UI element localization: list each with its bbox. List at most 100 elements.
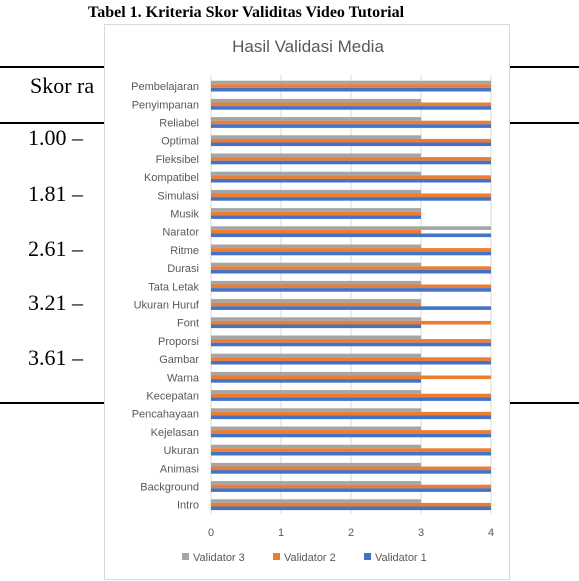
bar — [211, 226, 491, 230]
bar — [211, 462, 421, 467]
bar — [211, 80, 491, 85]
bar — [211, 142, 491, 147]
bar — [211, 397, 491, 401]
bar — [211, 211, 421, 216]
category-label: Pencahayaan — [132, 409, 199, 421]
bar — [211, 502, 491, 507]
category-label: Tata Letak — [148, 281, 199, 293]
bar — [211, 248, 491, 252]
category-label: Pembelajaran — [131, 81, 199, 93]
chart-card: Hasil Validasi Media Pembelajaran Penyimp… — [104, 24, 510, 580]
bar — [211, 335, 421, 340]
bar — [211, 390, 421, 394]
bar — [211, 153, 421, 158]
bar — [211, 317, 421, 321]
bar — [211, 262, 421, 267]
bar — [211, 124, 491, 128]
bar — [211, 433, 491, 438]
bar — [211, 160, 491, 165]
category-label: Durasi — [167, 263, 199, 275]
category-label: Intro — [177, 500, 199, 512]
x-tick-labels: 0 1 2 3 4 — [208, 527, 494, 539]
bar — [211, 135, 421, 139]
category-label: Kompatibel — [144, 172, 199, 184]
bar — [211, 357, 491, 361]
bar — [211, 251, 491, 256]
category-label: Ritme — [170, 245, 199, 257]
bar — [211, 342, 491, 347]
bar — [211, 481, 421, 485]
bar — [211, 106, 491, 110]
bar — [211, 451, 491, 456]
bar — [211, 408, 421, 412]
bar — [211, 138, 491, 143]
bar-chart: Hasil Validasi Media Pembelajaran Penyimp… — [131, 37, 494, 564]
category-label: Animasi — [160, 463, 199, 475]
bar — [211, 430, 491, 434]
table-header-cell: Skor ra — [30, 73, 95, 98]
x-tick-label: 4 — [488, 527, 494, 539]
category-label: Font — [177, 318, 199, 330]
bar — [211, 488, 491, 492]
bar — [211, 302, 421, 307]
category-label: Penyimpanan — [132, 99, 199, 111]
bar — [211, 233, 491, 238]
bar — [211, 371, 421, 376]
category-label: Musik — [170, 209, 199, 221]
bar — [211, 320, 491, 325]
bar — [211, 288, 491, 292]
bar — [211, 98, 421, 103]
bar — [211, 197, 491, 201]
bar — [211, 393, 491, 398]
category-label: Fleksibel — [156, 154, 199, 166]
category-label: Kejelasan — [151, 427, 199, 439]
bar — [211, 499, 421, 503]
x-tick-label: 1 — [278, 527, 284, 539]
legend-label: Validator 2 — [284, 552, 336, 564]
x-tick-label: 0 — [208, 527, 214, 539]
legend-swatch — [364, 553, 371, 560]
bar — [211, 215, 421, 219]
legend-label: Validator 1 — [375, 552, 427, 564]
bar — [211, 306, 491, 310]
table-row-5: 3.61 – — [28, 345, 83, 370]
category-label: Optimal — [161, 136, 199, 148]
bar — [211, 324, 421, 329]
category-label: Proporsi — [158, 336, 199, 348]
table-row-2: 1.81 – — [28, 181, 83, 206]
bar — [211, 484, 491, 489]
legend-swatch — [273, 553, 280, 560]
chart-title: Hasil Validasi Media — [232, 37, 384, 56]
table-title: Tabel 1. Kriteria Skor Validitas Video T… — [88, 4, 405, 21]
category-label: Narator — [162, 227, 199, 239]
legend-swatch — [182, 553, 189, 560]
legend-label: Validator 3 — [193, 552, 245, 564]
bar — [211, 171, 421, 176]
bar — [211, 339, 491, 343]
bar — [211, 102, 491, 107]
bar — [211, 448, 491, 452]
bar — [211, 444, 421, 449]
bar — [211, 353, 421, 358]
bar — [211, 379, 421, 383]
bar — [211, 466, 491, 471]
table-row-4: 3.21 – — [28, 290, 83, 315]
bar — [211, 175, 491, 179]
category-label: Ukuran — [164, 445, 199, 457]
bar — [211, 360, 491, 365]
category-label: Background — [140, 482, 199, 494]
category-label: Kecepatan — [146, 391, 199, 403]
bar — [211, 506, 491, 511]
bar — [211, 229, 421, 234]
bar — [211, 284, 491, 289]
bars — [211, 80, 491, 511]
bar — [211, 375, 491, 380]
bar — [211, 87, 491, 92]
bar — [211, 280, 421, 285]
bar — [211, 120, 491, 125]
bar — [211, 299, 421, 303]
x-tick-label: 3 — [418, 527, 424, 539]
category-label: Warna — [167, 372, 200, 384]
category-label: Simulasi — [157, 190, 199, 202]
bar — [211, 84, 491, 88]
